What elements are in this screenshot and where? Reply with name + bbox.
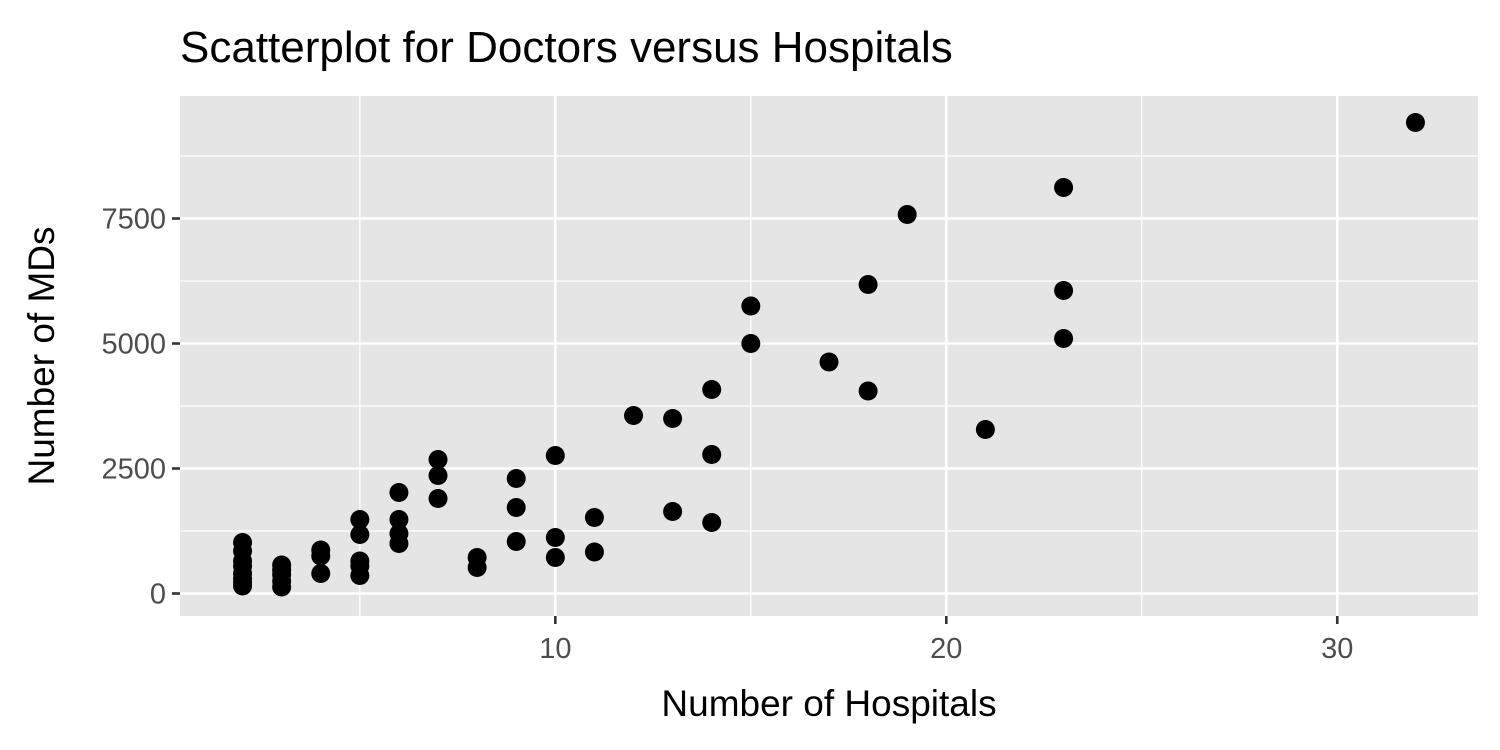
data-point (897, 205, 917, 224)
data-point (272, 555, 292, 575)
data-point (506, 532, 526, 551)
data-point (350, 551, 370, 571)
data-point (624, 406, 644, 425)
data-point (1054, 281, 1074, 300)
data-point (467, 548, 487, 567)
data-point (1054, 329, 1074, 348)
y-tick-label: 5000 (101, 329, 166, 361)
data-point (389, 510, 409, 529)
data-point (663, 502, 683, 521)
data-point (741, 334, 761, 353)
data-point (858, 381, 878, 401)
x-axis-title: Number of Hospitals (661, 683, 996, 724)
data-point (702, 445, 722, 464)
data-point (311, 540, 331, 560)
y-tick-label: 0 (150, 579, 166, 611)
data-point (975, 420, 995, 439)
y-axis-title: Number of MDs (21, 226, 62, 485)
y-tick-label: 2500 (101, 454, 166, 486)
data-point (1405, 113, 1425, 132)
y-tick-label: 7500 (101, 204, 166, 236)
data-point (389, 524, 409, 543)
data-point (545, 548, 565, 567)
x-tick-label: 30 (1321, 633, 1353, 665)
data-point (350, 510, 370, 529)
data-point (389, 483, 409, 502)
data-point (233, 533, 253, 552)
data-point (858, 275, 878, 294)
data-point (819, 352, 839, 372)
axis-ticks: 10 20 30 0 2500 5000 7500 (101, 204, 1353, 666)
data-point (741, 296, 761, 316)
data-point (584, 542, 604, 562)
data-point (428, 450, 448, 469)
major-gridlines (180, 96, 1478, 616)
data-point (506, 498, 526, 517)
chart-title: Scatterplot for Doctors versus Hospitals (180, 23, 953, 72)
data-points (233, 113, 1425, 597)
data-point (428, 466, 448, 485)
data-point (1054, 178, 1074, 197)
x-tick-label: 10 (539, 633, 571, 665)
data-point (311, 564, 331, 583)
data-point (545, 528, 565, 547)
x-tick-label: 20 (930, 633, 962, 665)
data-point (702, 380, 722, 399)
data-point (584, 508, 604, 527)
data-point (506, 469, 526, 488)
data-point (702, 513, 722, 532)
data-point (428, 489, 448, 508)
data-point (545, 446, 565, 465)
data-point (663, 409, 683, 428)
data-point (350, 525, 370, 544)
